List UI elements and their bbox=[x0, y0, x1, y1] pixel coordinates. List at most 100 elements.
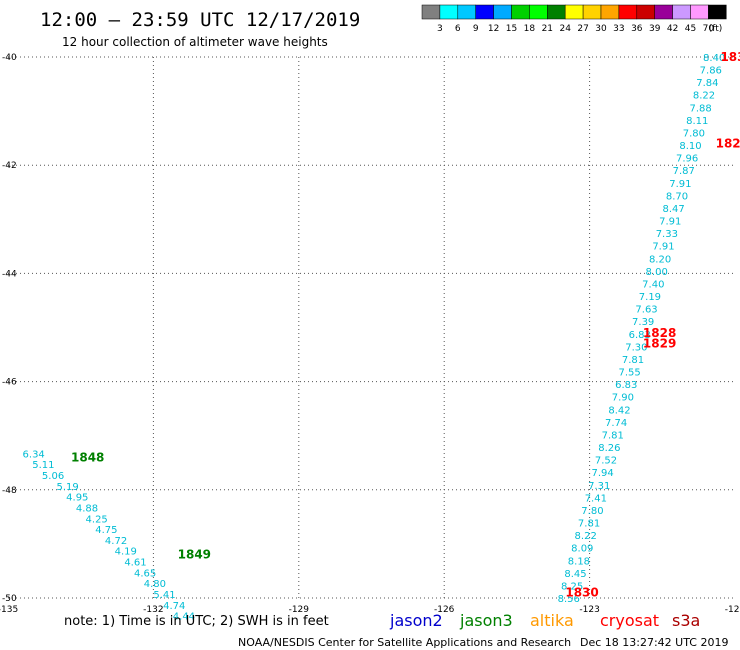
time-labels: 184818491831828182818291830 bbox=[71, 50, 740, 600]
swh-value: 8.40 bbox=[703, 53, 725, 64]
colorbar-swatch bbox=[582, 4, 602, 20]
colorbar-swatch bbox=[457, 4, 476, 20]
swh-value: 8.10 bbox=[679, 141, 701, 152]
x-tick-label: -120 bbox=[725, 605, 740, 615]
footer: NOAA/NESDIS Center for Satellite Applica… bbox=[238, 636, 728, 649]
x-tick-label: -123 bbox=[579, 605, 599, 615]
swh-value: 8.11 bbox=[686, 116, 708, 127]
swh-value: 7.40 bbox=[642, 279, 664, 290]
colorbar-swatch bbox=[475, 4, 494, 20]
swh-value: 8.70 bbox=[666, 191, 688, 202]
satellite-legend: jason2 jason3 altika cryosat s3a bbox=[389, 611, 700, 630]
swh-value: 7.80 bbox=[683, 128, 705, 139]
colorbar-swatch bbox=[708, 4, 727, 20]
swh-value: 8.18 bbox=[568, 556, 590, 567]
pass-time-label: 1830 bbox=[565, 586, 598, 600]
tick-labels: -135 -132 -129 -126 -123 -120 -40 -42 -44 -46 -48 -… bbox=[0, 53, 740, 615]
satellite-legend-entry: s3a bbox=[672, 611, 700, 630]
swh-value: 8.56 bbox=[558, 594, 580, 605]
swh-value: 7.87 bbox=[673, 166, 695, 177]
satellite-legend-entry: jason3 bbox=[459, 611, 513, 630]
colorbar-label: 42 bbox=[667, 24, 678, 34]
swh-value: 7.86 bbox=[700, 66, 722, 77]
credit-text: NOAA/NESDIS Center for Satellite Applica… bbox=[238, 636, 571, 649]
y-tick-label: -40 bbox=[2, 53, 17, 63]
swh-value: 8.22 bbox=[575, 531, 597, 542]
swh-value: 4.95 bbox=[66, 493, 88, 504]
axes bbox=[8, 56, 735, 599]
swh-value: 7.96 bbox=[676, 154, 698, 165]
chart-subtitle: 12 hour collection of altimeter wave hei… bbox=[62, 35, 328, 49]
x-tick-label: -126 bbox=[434, 605, 455, 615]
swh-value: 8.22 bbox=[693, 91, 715, 102]
swh-value: 7.94 bbox=[591, 468, 613, 479]
swh-value: 7.63 bbox=[635, 305, 657, 316]
swh-value: 7.91 bbox=[652, 242, 674, 253]
track-right: 8.407.867.848.227.888.117.808.107.967.87… bbox=[558, 53, 726, 605]
swh-value: 4.61 bbox=[124, 558, 146, 569]
swh-value: 4.25 bbox=[86, 514, 108, 525]
pass-time-label: 1848 bbox=[71, 450, 104, 464]
colorbar-swatch bbox=[600, 4, 620, 20]
y-tick-label: -44 bbox=[2, 269, 17, 279]
colorbar-label: 24 bbox=[559, 24, 571, 34]
colorbar-label: 70 bbox=[703, 24, 715, 34]
y-tick-label: -48 bbox=[2, 486, 17, 496]
swh-value: 6.34 bbox=[23, 449, 45, 460]
colorbar-swatch bbox=[421, 4, 441, 20]
colorbar-label: 3 bbox=[437, 24, 443, 34]
swh-value: 7.39 bbox=[632, 317, 654, 328]
colorbar-label: 6 bbox=[455, 24, 461, 34]
satellite-legend-entry: cryosat bbox=[600, 611, 659, 630]
colorbar-unit: (ft) bbox=[709, 24, 723, 34]
x-tick-label: -129 bbox=[289, 605, 310, 615]
legend: note: 1) Time is in UTC; 2) SWH is in fe… bbox=[64, 614, 329, 629]
swh-value: 6.83 bbox=[615, 380, 637, 391]
swh-value: 4.44 bbox=[173, 612, 195, 623]
pass-time-label: 1828 bbox=[716, 137, 740, 151]
swh-value: 4.72 bbox=[105, 536, 127, 547]
swh-value: 7.84 bbox=[696, 78, 718, 89]
colorbar-swatch bbox=[529, 4, 548, 20]
swh-value: 4.65 bbox=[134, 568, 156, 579]
colorbar-swatch bbox=[654, 4, 673, 20]
swh-value: 4.75 bbox=[95, 525, 117, 536]
swh-value: 8.09 bbox=[571, 544, 593, 555]
x-tick-label: -132 bbox=[143, 605, 163, 615]
swh-value: 8.25 bbox=[561, 581, 583, 592]
swh-value: 7.81 bbox=[578, 519, 600, 530]
colorbar-label: 45 bbox=[685, 24, 696, 34]
colorbar-label: 21 bbox=[542, 24, 553, 34]
pass-time-label: 1828 bbox=[643, 326, 676, 340]
colorbar-swatch bbox=[511, 4, 530, 20]
colorbar-swatch bbox=[439, 4, 459, 20]
colorbar-swatch bbox=[618, 4, 638, 20]
colorbar-label: 30 bbox=[595, 24, 607, 34]
swh-value: 7.41 bbox=[585, 493, 607, 504]
swh-value: 8.47 bbox=[662, 204, 684, 215]
colorbar-swatch bbox=[493, 4, 512, 20]
timestamp-text: Dec 18 13:27:42 UTC 2019 bbox=[580, 636, 728, 649]
swh-value: 5.11 bbox=[32, 460, 54, 471]
satellite-legend-entry: altika bbox=[530, 611, 574, 630]
swh-value: 8.42 bbox=[608, 405, 630, 416]
colorbar-label: 33 bbox=[613, 24, 624, 34]
colorbar-label: 27 bbox=[577, 24, 588, 34]
pass-time-label: 1849 bbox=[178, 548, 211, 562]
pass-time-label: 183 bbox=[720, 50, 740, 64]
swh-value: 5.41 bbox=[153, 590, 175, 601]
chart-title: 12:00 – 23:59 UTC 12/17/2019 bbox=[40, 9, 360, 31]
pass-time-label: 1829 bbox=[643, 337, 676, 351]
swh-value: 7.52 bbox=[595, 456, 617, 467]
swh-value: 7.55 bbox=[619, 368, 641, 379]
swh-value: 7.81 bbox=[622, 355, 644, 366]
swh-value: 7.80 bbox=[581, 506, 603, 517]
colorbar-swatch bbox=[547, 4, 566, 20]
colorbar-swatch bbox=[690, 4, 709, 20]
swh-value: 8.26 bbox=[598, 443, 620, 454]
swh-value: 7.31 bbox=[588, 481, 610, 492]
swh-value: 5.06 bbox=[42, 471, 64, 482]
colorbar-label: 15 bbox=[506, 24, 517, 34]
swh-value: 6.83 bbox=[629, 330, 651, 341]
